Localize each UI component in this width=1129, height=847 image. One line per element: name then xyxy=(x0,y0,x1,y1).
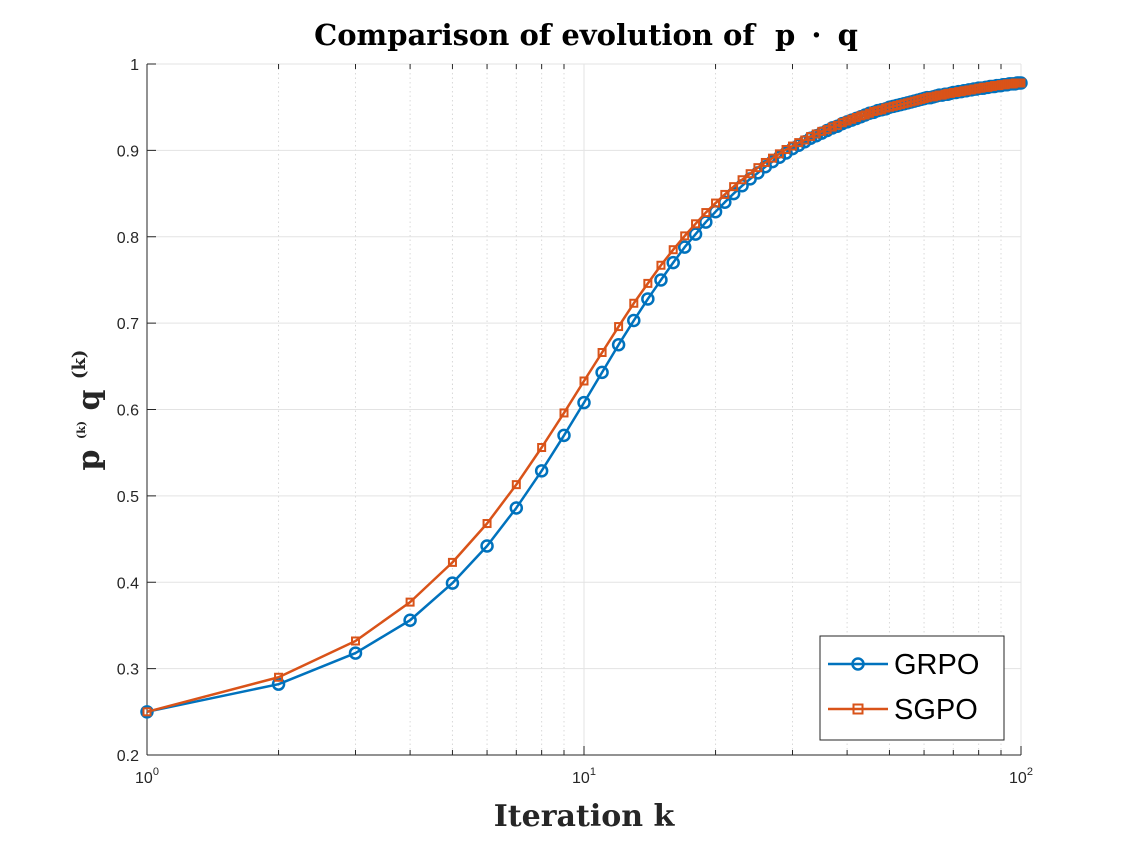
y-tick-label: 0.8 xyxy=(117,230,139,247)
data-point-sgpo xyxy=(447,557,457,567)
data-point-grpo xyxy=(348,646,363,660)
data-point-sgpo xyxy=(847,114,857,124)
y-axis-title-p-sup: (k) xyxy=(75,421,88,439)
y-tick-label: 0.3 xyxy=(117,662,139,679)
y-axis-title-q-sup: (k) xyxy=(69,350,90,380)
data-point-sgpo xyxy=(511,480,521,490)
data-point-grpo xyxy=(595,365,609,380)
x-tick-label: 100 xyxy=(135,766,159,787)
data-point-grpo xyxy=(445,576,460,590)
data-point-grpo xyxy=(480,539,494,553)
data-point-sgpo xyxy=(817,126,827,136)
data-point-sgpo xyxy=(629,298,639,308)
data-point-grpo xyxy=(688,227,703,241)
y-axis-title-q: q xyxy=(72,390,107,411)
data-point-grpo xyxy=(557,428,571,443)
data-point-sgpo xyxy=(729,182,739,192)
data-point-sgpo xyxy=(643,278,653,288)
y-axis-title-p: p xyxy=(72,449,107,470)
data-point-grpo xyxy=(509,501,524,515)
data-point-sgpo xyxy=(827,122,837,132)
legend-box xyxy=(819,635,1005,741)
axes xyxy=(146,63,1022,756)
data-point-sgpo xyxy=(482,519,492,529)
data-point-sgpo xyxy=(537,443,547,453)
y-tick-label: 0.5 xyxy=(117,489,139,506)
data-point-grpo xyxy=(654,273,668,287)
x-tick-base: 10 xyxy=(572,770,590,787)
x-tick-exponent: 0 xyxy=(153,766,159,778)
data-point-sgpo xyxy=(405,597,415,607)
x-tick-labels: 100 101 102 xyxy=(135,766,1033,787)
data-point-sgpo xyxy=(737,175,747,185)
chart-title-dot: · xyxy=(811,18,821,52)
data-point-sgpo xyxy=(668,245,678,255)
series-sgpo xyxy=(142,78,1026,717)
data-point-grpo xyxy=(140,705,154,719)
data-point-sgpo xyxy=(837,118,847,128)
grid xyxy=(146,63,1022,756)
chart-title-text: Comparison of evolution of xyxy=(314,18,757,52)
x-tick-label: 101 xyxy=(572,766,596,787)
data-point-sgpo xyxy=(842,116,852,126)
legend-sgpo-label: SGPO xyxy=(894,694,978,726)
data-point-grpo xyxy=(534,464,549,478)
series xyxy=(140,76,1028,719)
y-tick-label: 0.2 xyxy=(117,748,139,765)
legend-sgpo-marker xyxy=(852,703,864,715)
x-tick-label: 102 xyxy=(1009,766,1033,787)
data-point-sgpo xyxy=(274,672,284,682)
x-axis-title: Iteration k xyxy=(494,799,676,834)
y-tick-label: 0.6 xyxy=(117,403,139,420)
y-tick-label: 1 xyxy=(130,57,139,74)
data-point-sgpo xyxy=(701,208,711,218)
data-point-grpo xyxy=(403,613,417,628)
data-point-sgpo xyxy=(691,219,701,229)
x-tick-base: 10 xyxy=(1009,770,1027,787)
legend: GRPO SGPO xyxy=(819,635,1005,741)
y-tick-label: 0.7 xyxy=(117,316,139,333)
data-point-sgpo xyxy=(753,163,763,173)
data-point-sgpo xyxy=(597,347,607,357)
data-point-sgpo xyxy=(720,189,730,199)
y-axis-title: p (k) q (k) xyxy=(58,350,107,471)
data-point-sgpo xyxy=(656,260,666,270)
y-tick-label: 0.9 xyxy=(117,143,139,160)
data-point-grpo xyxy=(666,255,680,270)
legend-grpo-label: GRPO xyxy=(894,649,979,681)
data-point-sgpo xyxy=(559,408,569,418)
data-point-grpo xyxy=(677,240,692,254)
y-tick-label: 0.4 xyxy=(117,575,139,592)
data-point-grpo xyxy=(577,395,591,410)
data-point-sgpo xyxy=(614,322,624,332)
legend-grpo-marker xyxy=(851,657,865,671)
chart-title: Comparison of evolution of p · q xyxy=(314,18,858,52)
data-point-grpo xyxy=(271,677,286,691)
x-tick-exponent: 1 xyxy=(590,766,596,778)
data-point-grpo xyxy=(627,313,641,328)
x-tick-base: 10 xyxy=(135,770,153,787)
data-point-sgpo xyxy=(351,636,361,646)
chart-title-q: q xyxy=(838,18,858,52)
y-tick-labels: 0.2 0.3 0.4 0.5 0.6 0.7 0.8 0.9 1 xyxy=(117,57,139,765)
data-point-sgpo xyxy=(142,707,152,717)
data-point-sgpo xyxy=(745,169,755,179)
data-point-sgpo xyxy=(579,376,589,386)
data-point-sgpo xyxy=(680,231,690,241)
data-point-sgpo xyxy=(711,198,721,208)
data-point-grpo xyxy=(611,337,626,352)
x-tick-exponent: 2 xyxy=(1027,766,1033,778)
data-point-sgpo xyxy=(1016,78,1026,88)
chart-title-p: p xyxy=(775,18,795,52)
data-point-grpo xyxy=(641,292,655,306)
